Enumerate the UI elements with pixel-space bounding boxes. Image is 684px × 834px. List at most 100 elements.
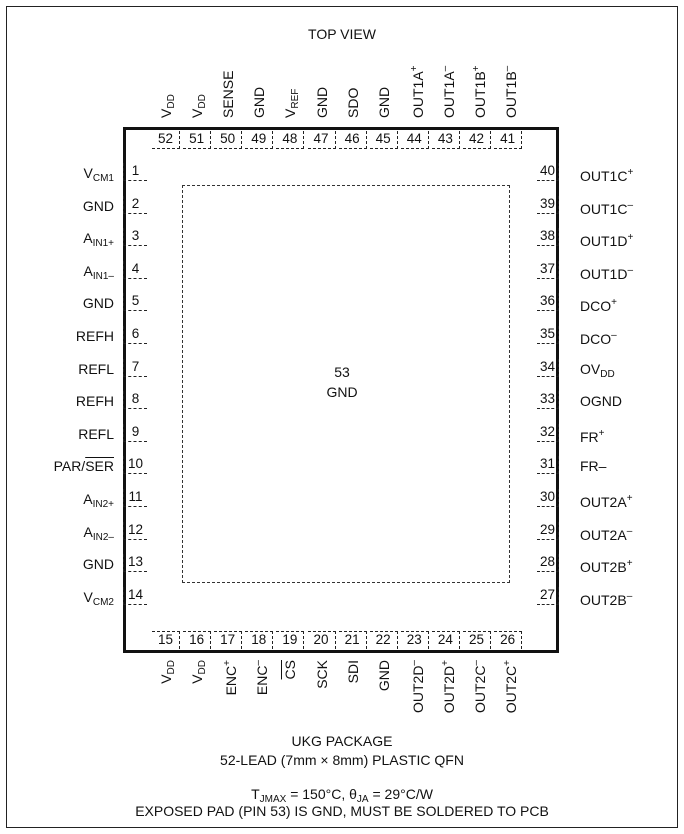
top-view-label: TOP VIEW — [308, 26, 376, 42]
pin-9-label: REFL — [78, 425, 114, 442]
pin-38-number: 38 — [537, 228, 559, 247]
pin-3-label: AIN1+ — [83, 230, 114, 250]
pin-32-label: FR+ — [580, 427, 605, 445]
pin-36-label: DCO+ — [580, 297, 617, 315]
pin-20-label: SCK — [313, 660, 330, 689]
pin-52-number: 52 — [152, 131, 180, 149]
pin-34-label: OVDD — [580, 360, 615, 380]
pin-26-number: 26 — [494, 631, 523, 649]
pin-28-number: 28 — [537, 554, 559, 573]
pin-30-number: 30 — [537, 489, 559, 507]
pin-8-label: REFH — [75, 393, 114, 410]
pin-18-number: 18 — [245, 631, 274, 649]
package-body — [123, 127, 559, 653]
pin-6-label: REFH — [75, 328, 114, 344]
pin-51-number: 51 — [183, 131, 212, 149]
pin-49-number: 49 — [245, 131, 274, 149]
pin-3-number: 3 — [123, 228, 147, 247]
pin-9-number: 9 — [123, 423, 147, 442]
pin-50-number: 50 — [214, 131, 243, 149]
pin-46-label: SDO — [344, 87, 361, 118]
pin-35-number: 35 — [537, 326, 559, 344]
exposed-pad — [182, 185, 510, 583]
pin-35-label: DCO– — [580, 330, 617, 347]
pin-49-label: GND — [251, 86, 268, 118]
pin-46-number: 46 — [338, 131, 367, 149]
pin-16-label: VDD — [189, 660, 209, 684]
pin-27-label: OUT2B– — [580, 590, 633, 608]
pin-7-label: REFL — [78, 360, 114, 377]
pin-4-label: AIN1– — [83, 262, 114, 282]
package-name: UKG PACKAGE — [291, 733, 393, 749]
pin-5-label: GND — [82, 295, 114, 312]
thermal-note: TJMAX = 150°C, θJA = 29°C/W — [0, 786, 684, 808]
pin-25-number: 25 — [463, 631, 491, 649]
pin-36-number: 36 — [537, 293, 559, 312]
pin-29-number: 29 — [537, 521, 559, 540]
diagram-frame — [6, 6, 678, 828]
pin-44-label: OUT1A+ — [408, 65, 426, 118]
pin-24-number: 24 — [431, 631, 460, 649]
pin-32-number: 32 — [537, 423, 559, 442]
pin-10-number: 10 — [123, 456, 147, 475]
pin-33-number: 33 — [537, 391, 559, 410]
pin-17-label: ENC+ — [222, 660, 240, 696]
pin-12-number: 12 — [123, 521, 147, 540]
pin-22-label: GND — [375, 660, 392, 692]
pin-11-number: 11 — [123, 489, 147, 507]
pin-15-number: 15 — [152, 631, 180, 649]
pin-50-label: SENSE — [220, 70, 237, 118]
pin-48-label: VREF — [282, 88, 302, 118]
exposed-pad-note: EXPOSED PAD (PIN 53) IS GND, MUST BE SOL… — [135, 803, 549, 819]
pin-18-label: ENC– — [253, 660, 271, 696]
pin-4-number: 4 — [123, 260, 147, 279]
pin-23-label: OUT2D– — [408, 660, 426, 714]
pin-8-number: 8 — [123, 391, 147, 410]
pin-39-number: 39 — [537, 195, 559, 214]
pin-12-label: AIN2– — [83, 523, 114, 543]
pin-45-number: 45 — [369, 131, 398, 149]
thermal-mid: = 150°C, θ — [286, 786, 357, 802]
pin-5-number: 5 — [123, 293, 147, 312]
thermal-end: = 29°C/W — [368, 786, 433, 802]
exposed-pad-pin-number: 53 — [334, 364, 350, 380]
pin-25-label: OUT2C– — [471, 660, 488, 714]
pin-2-number: 2 — [123, 195, 147, 214]
pin-31-label: FR– — [580, 458, 607, 475]
pin-45-label: GND — [375, 86, 392, 118]
package-description: 52-LEAD (7mm × 8mm) PLASTIC QFN — [220, 752, 464, 768]
pin-11-label: AIN2+ — [83, 491, 114, 510]
pin-34-number: 34 — [537, 358, 559, 377]
pin-10-label: PAR/SER — [53, 458, 114, 475]
pin-30-label: OUT2A+ — [580, 493, 633, 510]
pin-47-label: GND — [313, 86, 330, 118]
pin-6-number: 6 — [123, 326, 147, 344]
pin-13-label: GND — [82, 556, 114, 573]
pin-26-label: OUT2C+ — [502, 660, 520, 714]
pin-52-label: VDD — [158, 94, 177, 118]
pin-40-label: OUT1C+ — [580, 167, 634, 184]
pin-41-label: OUT1B– — [502, 65, 520, 118]
pin-33-label: OGND — [580, 393, 622, 410]
exposed-pad-pin-name: GND — [326, 384, 358, 400]
pin-31-number: 31 — [537, 456, 559, 475]
pin-15-label: VDD — [158, 660, 177, 684]
pin-41-number: 41 — [494, 131, 523, 149]
pin-28-label: OUT2B+ — [580, 558, 633, 576]
pin-48-number: 48 — [276, 131, 305, 149]
pin-42-label: OUT1B+ — [471, 65, 488, 118]
thermal-theta-sub: JA — [356, 794, 369, 805]
pin-13-number: 13 — [123, 554, 147, 573]
pin-22-number: 22 — [369, 631, 398, 649]
pin-51-label: VDD — [189, 94, 209, 118]
pin-37-number: 37 — [537, 260, 559, 279]
pin-27-number: 27 — [537, 586, 559, 605]
pin-20-number: 20 — [307, 631, 336, 649]
pin-16-number: 16 — [183, 631, 212, 649]
pin-1-label: VCM1 — [83, 165, 114, 184]
pin-43-number: 43 — [431, 131, 460, 149]
pin-14-label: VCM2 — [83, 588, 114, 608]
pin-37-label: OUT1D– — [580, 264, 634, 282]
pin-21-label: SDI — [344, 660, 361, 684]
pin-40-number: 40 — [537, 163, 559, 181]
